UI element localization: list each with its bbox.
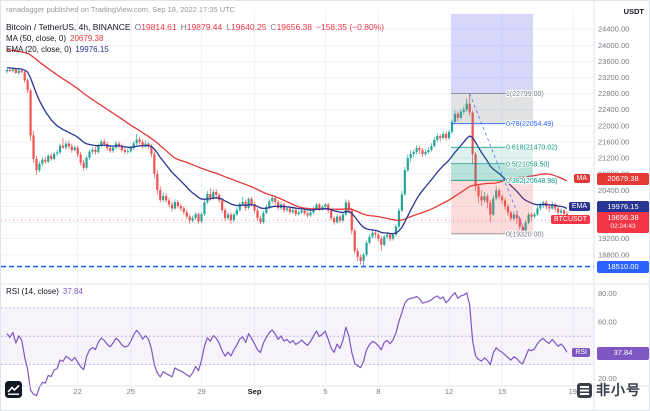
price-axis-unit: USDT bbox=[623, 7, 644, 16]
watermark-text: 非小号 bbox=[596, 382, 641, 398]
svg-text:0.78(22054.49): 0.78(22054.49) bbox=[506, 121, 553, 128]
svg-text:22: 22 bbox=[74, 387, 82, 396]
svg-text:20.00: 20.00 bbox=[598, 374, 617, 383]
tradingview-logo-icon bbox=[5, 381, 22, 398]
ma-price-badge: 20679.38 bbox=[597, 173, 649, 186]
svg-text:Sep: Sep bbox=[248, 387, 262, 396]
svg-text:60.00: 60.00 bbox=[598, 318, 617, 327]
candlesticks[interactable] bbox=[5, 67, 569, 267]
rsi-tag: RSI bbox=[572, 348, 590, 358]
ma-legend-row[interactable]: MA (50, close, 0) 20679.38 bbox=[6, 34, 104, 43]
svg-text:0.5(21059.50): 0.5(21059.50) bbox=[506, 161, 550, 168]
ema-value: 19976.15 bbox=[75, 45, 109, 54]
symbol-title: Bitcoin / TetherUS, 4h, BINANCE bbox=[6, 22, 131, 32]
svg-text:18800.00: 18800.00 bbox=[598, 250, 629, 259]
symbol-tag: BTCUSDT bbox=[550, 215, 590, 225]
bar-countdown: 02:24:43 bbox=[610, 223, 636, 231]
rsi-price-badge: 37.84 bbox=[597, 347, 649, 360]
ohlc-high: 19879.44 bbox=[186, 22, 223, 32]
ema-price-badge: 19976.15 bbox=[597, 201, 649, 214]
ohlc-close: 19656.38 bbox=[276, 22, 313, 32]
svg-text:0(19320.00): 0(19320.00) bbox=[506, 231, 544, 238]
ema-tag: EMA bbox=[568, 202, 590, 212]
svg-text:5: 5 bbox=[323, 387, 327, 396]
svg-text:22400.00: 22400.00 bbox=[598, 105, 629, 114]
svg-text:25: 25 bbox=[127, 387, 135, 396]
svg-text:19: 19 bbox=[569, 387, 577, 396]
rsi-legend-row[interactable]: RSI (14, close) 37.84 bbox=[6, 287, 83, 296]
published-byline: ranadagger published on TradingView.com,… bbox=[6, 5, 236, 14]
svg-text:0.618(21470.02): 0.618(21470.02) bbox=[506, 145, 557, 152]
svg-text:23200.00: 23200.00 bbox=[598, 73, 629, 82]
moving-average-lines bbox=[6, 49, 568, 235]
svg-text:1(22799.00): 1(22799.00) bbox=[506, 91, 544, 98]
svg-text:15: 15 bbox=[498, 387, 506, 396]
ma-tag: MA bbox=[573, 174, 590, 184]
feixiaohao-watermark[interactable]: 非小号 bbox=[577, 380, 641, 400]
ohlc-low: 19640.25 bbox=[230, 22, 267, 32]
svg-text:24000.00: 24000.00 bbox=[598, 41, 629, 50]
feixiaohao-logo-icon bbox=[577, 382, 592, 398]
svg-text:12: 12 bbox=[445, 387, 453, 396]
chart-legend: Bitcoin / TetherUS, 4h, BINANCE O19814.61… bbox=[6, 22, 384, 55]
last-price-badge: 19656.38 02:24:43 bbox=[597, 212, 649, 234]
fib-retracement[interactable]: 1(22799.00) 0.78(22054.49) 0.618(21470.02)… bbox=[451, 13, 558, 239]
price-level-lines[interactable] bbox=[1, 219, 594, 268]
svg-text:8: 8 bbox=[376, 387, 380, 396]
svg-text:29: 29 bbox=[197, 387, 205, 396]
rsi-value: 37.84 bbox=[62, 287, 83, 296]
svg-text:24400.00: 24400.00 bbox=[598, 25, 629, 34]
ohlc-change: −158.35 (−0.80%) bbox=[316, 22, 385, 32]
ema-legend-row[interactable]: EMA (20, close, 0) 19976.15 bbox=[6, 45, 109, 54]
symbol-legend-row[interactable]: Bitcoin / TetherUS, 4h, BINANCE O19814.61… bbox=[6, 22, 385, 32]
ma-value: 20679.38 bbox=[70, 34, 104, 43]
svg-text:23600.00: 23600.00 bbox=[598, 57, 629, 66]
rsi-band bbox=[1, 307, 594, 366]
tradingview-logo[interactable] bbox=[5, 381, 22, 403]
svg-text:21600.00: 21600.00 bbox=[598, 137, 629, 146]
svg-text:19200.00: 19200.00 bbox=[598, 234, 629, 243]
svg-text:20400.00: 20400.00 bbox=[598, 186, 629, 195]
svg-text:80.00: 80.00 bbox=[598, 289, 617, 298]
ohlc-open: 19814.61 bbox=[141, 22, 177, 32]
support-level-badge: 18510.00 bbox=[597, 260, 649, 273]
rsi-line bbox=[6, 292, 568, 397]
svg-text:0.382(20648.98): 0.382(20648.98) bbox=[506, 178, 557, 185]
time-axis-labels[interactable]: 22 25 29 Sep 5 8 12 15 19 bbox=[74, 387, 577, 396]
svg-text:22000.00: 22000.00 bbox=[598, 121, 629, 130]
svg-text:21200.00: 21200.00 bbox=[598, 154, 629, 163]
svg-text:22800.00: 22800.00 bbox=[598, 89, 629, 98]
